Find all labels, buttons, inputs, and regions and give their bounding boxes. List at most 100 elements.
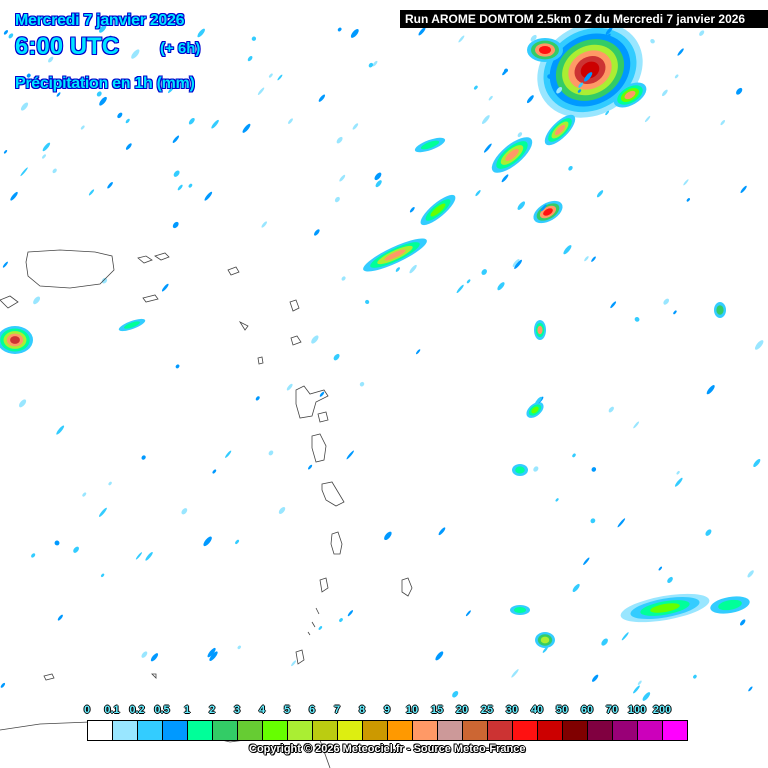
precip-cell — [514, 607, 526, 613]
legend-swatch — [413, 721, 438, 740]
precip-cell — [416, 349, 421, 355]
precip-cell — [318, 94, 326, 102]
legend-label: 100 — [627, 704, 647, 716]
precip-cell — [251, 36, 257, 41]
island-barbuda — [289, 299, 300, 312]
island-st-kitts — [238, 321, 249, 331]
legend-label: 0.5 — [154, 704, 170, 716]
precip-cell — [563, 245, 572, 255]
legend-label: 0 — [83, 704, 91, 716]
legend-swatch — [463, 721, 488, 740]
precip-cell — [209, 651, 218, 661]
precip-cell — [235, 539, 240, 545]
precip-cell — [584, 256, 589, 262]
precip-cell — [268, 73, 273, 78]
precip-cell — [624, 90, 636, 100]
legend-label: 9 — [383, 704, 391, 716]
precip-cell — [577, 89, 582, 93]
precip-cell — [497, 282, 505, 291]
precip-cell — [73, 546, 79, 553]
legend-label: 6 — [308, 704, 316, 716]
precip-cell — [225, 450, 232, 458]
precip-cell — [339, 174, 346, 182]
precip-cell — [277, 74, 283, 81]
legend-swatch — [663, 721, 687, 740]
legend-swatch — [388, 721, 413, 740]
legend-swatch — [338, 721, 363, 740]
precip-cell — [141, 651, 148, 658]
precip-cell — [211, 119, 219, 129]
precip-cell — [580, 61, 600, 79]
forecast-date: Mercredi 7 janvier 2026 — [15, 12, 185, 29]
precip-cell — [368, 62, 374, 68]
precip-cell — [512, 259, 520, 267]
precip-cell — [736, 87, 743, 95]
precip-cell — [375, 180, 382, 188]
precip-cell — [237, 645, 241, 650]
island-marie-galante — [317, 411, 329, 423]
precip-cell — [150, 653, 159, 662]
island-st-vincent — [319, 577, 329, 593]
legend-label: 7 — [333, 704, 341, 716]
precip-cell — [430, 203, 446, 217]
legend-swatch — [88, 721, 113, 740]
legend-label: 15 — [430, 704, 444, 716]
precip-cell — [584, 72, 593, 82]
legend-label: 25 — [480, 704, 494, 716]
precip-cell — [31, 553, 36, 558]
precip-cell — [56, 92, 61, 97]
precip-cell — [693, 674, 697, 679]
legend-swatch — [288, 721, 313, 740]
legend-swatch — [513, 721, 538, 740]
precip-cell — [466, 279, 471, 284]
precip-cell — [501, 174, 509, 183]
precip-cell — [339, 618, 343, 623]
precip-cell — [20, 102, 29, 111]
precip-cell — [177, 184, 183, 191]
precip-cell — [395, 267, 400, 272]
precip-cell — [418, 27, 426, 36]
precip-cell — [605, 26, 613, 35]
precip-cell — [605, 33, 611, 40]
precip-cell — [517, 132, 523, 138]
legend-label: 1 — [183, 704, 191, 716]
precip-cell — [543, 208, 553, 216]
precip-cell — [473, 85, 478, 90]
precip-cell — [291, 660, 297, 667]
island-tobago — [43, 673, 157, 681]
precip-cell — [2, 261, 8, 268]
island-antigua — [290, 335, 302, 346]
precip-cell — [117, 112, 123, 119]
precip-cell — [268, 450, 274, 456]
precip-cell — [420, 140, 440, 150]
precip-cell — [530, 34, 537, 42]
precip-cell — [318, 626, 323, 630]
precip-cell — [372, 60, 378, 67]
legend-label: 40 — [530, 704, 544, 716]
precip-cell — [100, 573, 105, 578]
precip-cell — [644, 115, 651, 123]
precip-cell — [676, 470, 680, 475]
precip-cell — [514, 259, 523, 269]
legend-label: 3 — [233, 704, 241, 716]
precip-cell — [10, 336, 20, 344]
precip-cell — [314, 229, 320, 236]
precipitation-field — [0, 16, 764, 701]
precip-cell — [610, 301, 617, 309]
precip-cell — [578, 82, 584, 88]
precip-cell — [145, 551, 153, 561]
legend-label: 0.2 — [129, 704, 145, 716]
island-st-lucia — [330, 531, 343, 555]
precip-cell — [33, 296, 41, 305]
precip-cell — [135, 552, 143, 560]
precip-cell — [188, 183, 193, 188]
precip-cell — [642, 692, 651, 701]
precip-cell — [637, 680, 642, 685]
precip-cell — [99, 507, 107, 517]
forecast-time: 6:00 UTC — [15, 33, 120, 60]
island-martinique — [321, 481, 345, 507]
precip-cell — [57, 614, 63, 621]
precip-cell — [633, 421, 640, 429]
precip-cell — [207, 647, 216, 658]
precip-cell — [0, 682, 6, 688]
